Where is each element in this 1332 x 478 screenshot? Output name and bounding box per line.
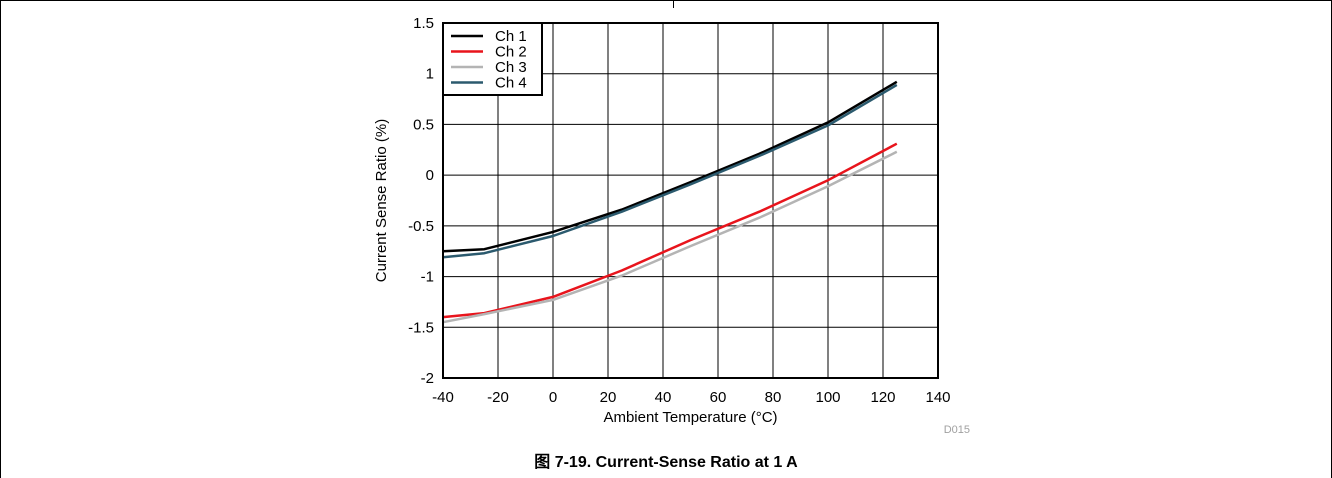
y-tick-label: -2 (421, 370, 434, 387)
y-tick-labels: -2 -1.5 -1 -0.5 0 0.5 1 1.5 (408, 15, 434, 387)
y-tick-label: -1 (421, 269, 434, 286)
x-tick-label: -20 (487, 389, 509, 406)
legend-box (442, 22, 543, 96)
frame-divider-tick (673, 0, 674, 8)
x-tick-label: 60 (710, 389, 727, 406)
legend-label: Ch 1 (495, 28, 527, 45)
series-lines (442, 80, 898, 324)
legend-label: Ch 3 (495, 59, 527, 76)
plot-area-frame (442, 22, 939, 379)
series-line-ch-1 (442, 80, 898, 253)
x-tick-label: 0 (549, 389, 557, 406)
x-tick-labels: -40 -20 0 20 40 60 80 100 120 140 (432, 389, 950, 406)
y-tick-label: 1.5 (413, 15, 434, 32)
x-tick-label: -40 (432, 389, 454, 406)
y-tick-label: 0 (426, 167, 434, 184)
y-axis-title: Current Sense Ratio (%) (373, 119, 390, 282)
x-tick-label: 140 (925, 389, 950, 406)
legend: Ch 1Ch 2Ch 3Ch 4 (442, 22, 543, 96)
x-tick-label: 120 (870, 389, 895, 406)
x-tick-label: 20 (600, 389, 617, 406)
y-tick-label: 1 (426, 66, 434, 83)
frame-left-border (0, 0, 1, 478)
x-tick-label: 80 (765, 389, 782, 406)
x-tick-label: 100 (815, 389, 840, 406)
legend-label: Ch 2 (495, 44, 527, 61)
x-axis-title: Ambient Temperature (°C) (603, 409, 777, 426)
y-tick-label: -0.5 (408, 218, 434, 235)
series-line-ch-2 (442, 142, 898, 319)
figure-code-label: D015 (944, 424, 970, 436)
legend-label: Ch 4 (495, 75, 527, 92)
series-line-ch-4 (442, 83, 898, 259)
figure-caption: 图 7-19. Current-Sense Ratio at 1 A (534, 454, 798, 471)
y-tick-label: -1.5 (408, 319, 434, 336)
y-tick-label: 0.5 (413, 116, 434, 133)
current-sense-ratio-chart: -40 -20 0 20 40 60 80 100 120 140 -2 -1.5 -1 -0.5 0 0.… (373, 15, 970, 436)
x-tick-label: 40 (655, 389, 672, 406)
frame-top-border (0, 0, 1332, 1)
series-line-ch-3 (442, 150, 898, 324)
